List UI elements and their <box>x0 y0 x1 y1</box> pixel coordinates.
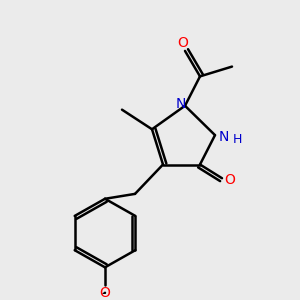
Text: N: N <box>219 130 230 144</box>
Text: O: O <box>100 286 110 300</box>
Text: O: O <box>225 173 236 187</box>
Text: N: N <box>176 97 186 111</box>
Text: H: H <box>233 133 242 146</box>
Text: O: O <box>178 36 188 50</box>
